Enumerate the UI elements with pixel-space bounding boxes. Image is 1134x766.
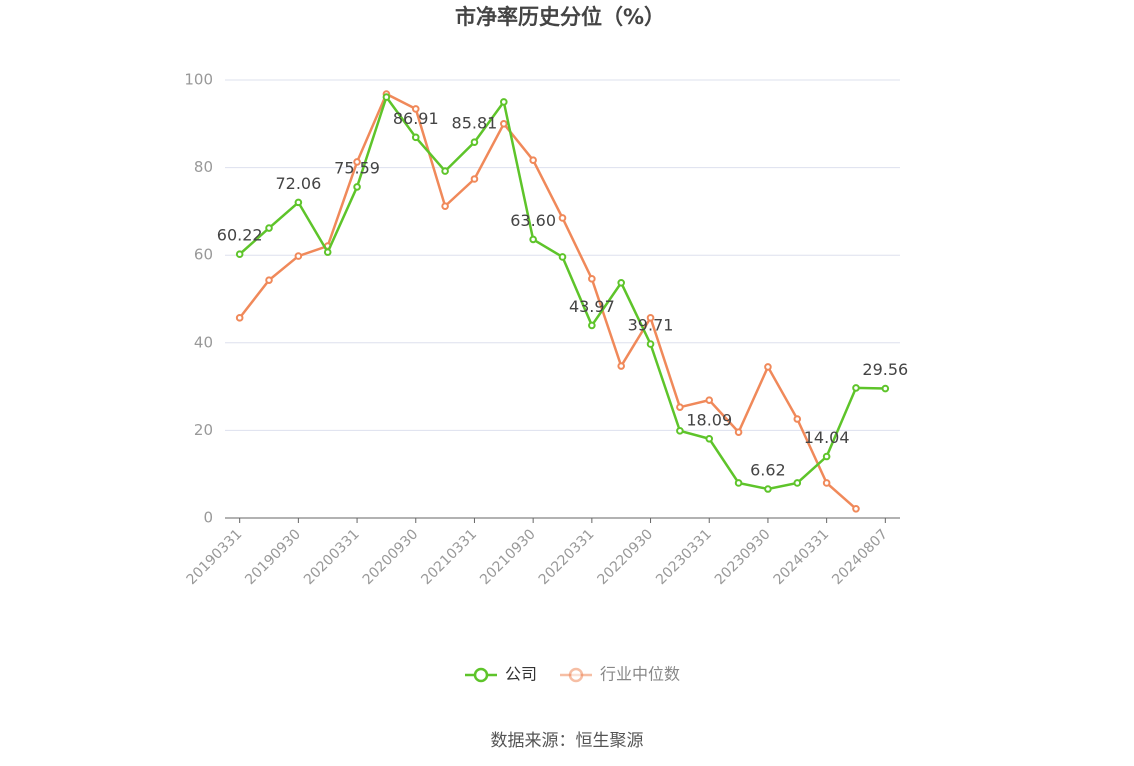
point [265, 224, 273, 232]
point [881, 384, 890, 393]
point [822, 479, 831, 487]
point [588, 321, 596, 330]
point [646, 314, 655, 322]
data-label: 6.62 [750, 461, 786, 480]
data-label: 43.97 [569, 297, 615, 316]
point [353, 183, 361, 191]
y-tick-label: 0 [203, 509, 213, 527]
data-label: 39.71 [628, 316, 674, 335]
point [382, 93, 391, 101]
point [294, 252, 303, 260]
y-tick-label: 80 [194, 158, 213, 176]
data-label: 86.91 [393, 109, 439, 128]
point [734, 428, 743, 436]
point [529, 156, 537, 164]
x-tick-label: 20190331 [184, 526, 246, 588]
point [793, 415, 802, 423]
legend-label: 行业中位数 [600, 665, 680, 684]
point [500, 98, 508, 106]
x-tick-label: 20200331 [301, 526, 363, 588]
point [676, 427, 684, 435]
point [617, 362, 625, 370]
point [470, 175, 479, 183]
point [411, 133, 420, 142]
data-label: 60.22 [217, 226, 263, 245]
source: 数据来源：恒生聚源 [491, 731, 644, 751]
legend-marker [568, 667, 584, 683]
series-line [238, 92, 857, 510]
point [617, 278, 625, 287]
point [529, 235, 537, 244]
x-tick-label: 20230331 [653, 526, 715, 588]
point [793, 479, 802, 487]
x-tick-label: 20210930 [477, 526, 539, 588]
data-label: 18.09 [686, 410, 732, 429]
x-tick-label: 20240331 [771, 526, 833, 588]
data-label: 29.56 [862, 360, 908, 379]
point [705, 434, 714, 443]
point [558, 253, 567, 261]
y-tick-label: 20 [194, 421, 213, 439]
y-tick-label: 40 [194, 333, 213, 351]
x-tick-label: 20200930 [360, 526, 422, 588]
point [411, 105, 420, 113]
y-tick-label: 60 [194, 246, 213, 264]
point [441, 167, 449, 175]
point [852, 384, 860, 392]
point [734, 479, 743, 487]
x-tick-label: 20220331 [536, 526, 598, 588]
point [441, 202, 449, 210]
x-tick-label: 20230930 [712, 526, 774, 588]
data-label: 72.06 [275, 174, 321, 193]
x-tick-label: 20190930 [242, 526, 304, 588]
point [265, 276, 273, 284]
point [500, 120, 508, 128]
point [470, 138, 479, 146]
x-tick-label: 20240807 [829, 526, 891, 588]
point [646, 340, 655, 348]
y-tick-label: 100 [184, 71, 213, 89]
x-tick-label: 20220930 [594, 526, 656, 588]
data-label: 75.59 [334, 158, 380, 177]
data-label: 85.81 [452, 114, 498, 133]
legend-marker [473, 667, 489, 683]
point [822, 452, 831, 461]
point [323, 248, 332, 256]
point [588, 275, 596, 283]
point [705, 396, 714, 404]
point [676, 403, 684, 411]
point [558, 214, 567, 222]
point [764, 485, 772, 493]
chart-title: 市净率历史分位（%） [455, 5, 665, 29]
point [764, 363, 772, 371]
legend-label: 公司 [505, 665, 537, 684]
x-tick-label: 20210331 [418, 526, 480, 588]
point [235, 250, 244, 259]
data-label: 14.04 [804, 428, 850, 447]
data-label: 63.60 [510, 211, 556, 230]
point [852, 505, 860, 513]
point [294, 198, 303, 207]
point [353, 158, 361, 166]
point [235, 314, 244, 322]
